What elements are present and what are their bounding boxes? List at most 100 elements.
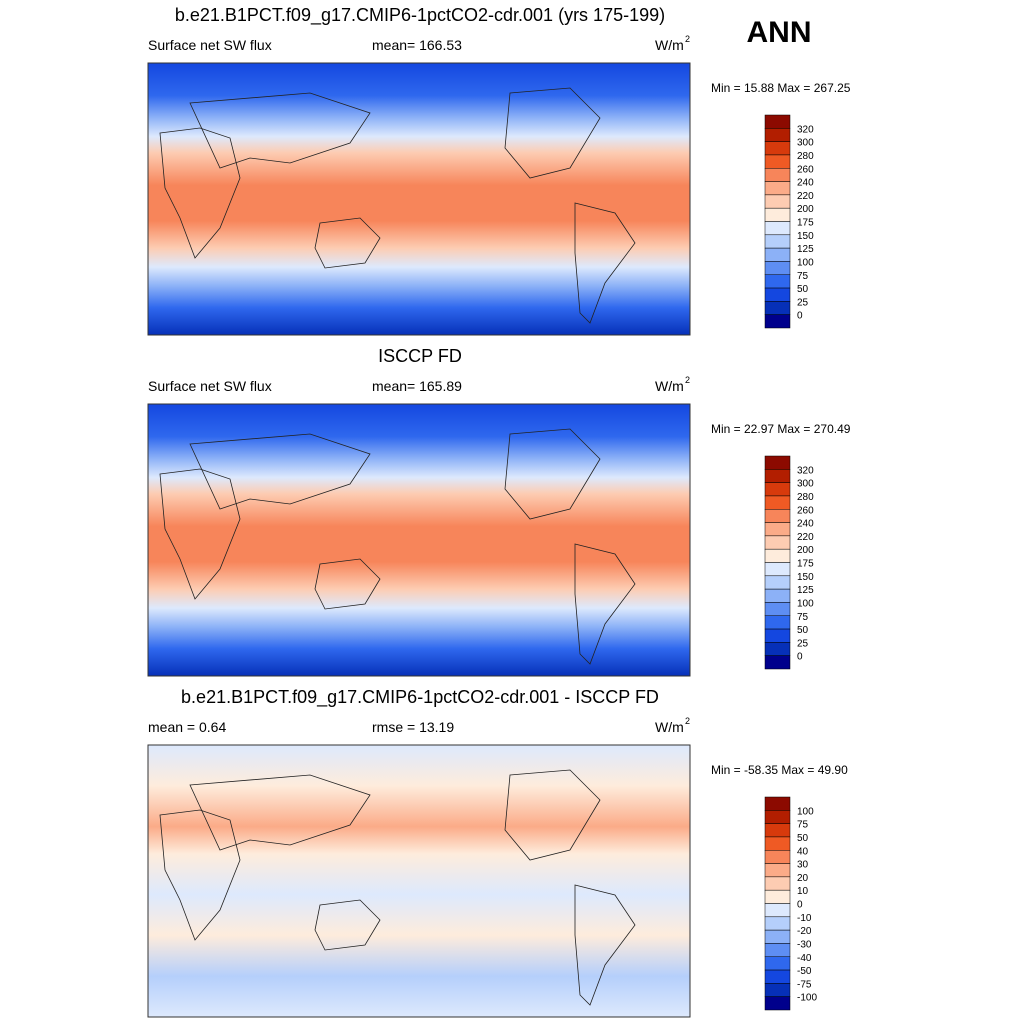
colorbar-swatch xyxy=(764,482,791,497)
coastline xyxy=(189,433,371,510)
colorbar-swatch xyxy=(764,168,791,182)
colorbar-swatch xyxy=(764,548,791,563)
colorbar-swatch xyxy=(764,916,791,931)
colorbar-label: 50 xyxy=(797,625,809,636)
colorbar-label: 125 xyxy=(797,585,814,596)
colorbar-swatch xyxy=(764,274,791,289)
colorbar-swatch xyxy=(764,181,791,196)
coastline xyxy=(159,468,241,600)
coastline xyxy=(189,92,371,169)
colorbar-label: 175 xyxy=(797,218,814,229)
colorbar-swatch xyxy=(764,495,791,510)
colorbar-label: -40 xyxy=(797,953,812,964)
panel-center-label: mean= 166.53 xyxy=(372,37,462,53)
colorbar-label: 280 xyxy=(797,151,814,162)
colorbar-swatch xyxy=(764,469,791,483)
colorbar-label: 200 xyxy=(797,204,814,215)
map-field xyxy=(147,403,691,677)
colorbar-label: 240 xyxy=(797,519,814,530)
colorbar-label: 40 xyxy=(797,846,809,857)
colorbar-swatch xyxy=(764,836,791,851)
colorbar-label: 25 xyxy=(797,638,809,649)
season-label: ANN xyxy=(747,16,812,49)
colorbar-label: 0 xyxy=(797,900,803,911)
colorbar-label: 0 xyxy=(797,652,803,663)
colorbar-label: 260 xyxy=(797,164,814,175)
colorbar-label: 50 xyxy=(797,833,809,844)
coastline xyxy=(574,202,636,324)
colorbar-swatch xyxy=(764,535,791,550)
coastline xyxy=(314,899,381,951)
colorbar-swatch xyxy=(764,996,791,1011)
colorbar-label: 300 xyxy=(797,138,814,149)
colorbar-swatch xyxy=(764,562,791,577)
colorbar-label: 150 xyxy=(797,231,814,242)
colorbar-swatch xyxy=(764,287,791,302)
colorbar-label: 300 xyxy=(797,479,814,490)
colorbar-label: 50 xyxy=(797,284,809,295)
colorbar-label: 175 xyxy=(797,559,814,570)
panel-left-label: Surface net SW flux xyxy=(148,37,272,53)
colorbar-label: 0 xyxy=(797,311,803,322)
units: W/m xyxy=(655,719,684,735)
colorbar-label: -75 xyxy=(797,979,812,990)
colorbar-label: 280 xyxy=(797,492,814,503)
colorbar-label: 320 xyxy=(797,124,814,135)
colorbar-label: 20 xyxy=(797,873,809,884)
colorbar-label: 75 xyxy=(797,612,809,623)
panel-title: b.e21.B1PCT.f09_g17.CMIP6-1pctCO2-cdr.00… xyxy=(181,687,659,708)
units-sup: 2 xyxy=(685,716,690,726)
colorbar-swatch xyxy=(764,207,791,222)
colorbar-swatch xyxy=(764,301,791,315)
colorbar-swatch xyxy=(764,796,791,811)
panel-center-label: mean= 165.89 xyxy=(372,378,462,394)
coastline xyxy=(189,774,371,851)
colorbar-label: 75 xyxy=(797,271,809,282)
colorbar-swatch xyxy=(764,194,791,209)
panel-left-label: Surface net SW flux xyxy=(148,378,272,394)
panel-center-label: rmse = 13.19 xyxy=(372,719,454,735)
colorbar-label: 240 xyxy=(797,178,814,189)
colorbar-swatch xyxy=(764,810,791,824)
colorbar-swatch xyxy=(764,655,791,670)
colorbar-swatch xyxy=(764,114,791,129)
colorbar-swatch xyxy=(764,575,791,590)
colorbar-swatch xyxy=(764,889,791,904)
colorbar-label: 150 xyxy=(797,572,814,583)
colorbar-label: 220 xyxy=(797,532,814,543)
colorbar-label: 260 xyxy=(797,505,814,516)
colorbar-label: 100 xyxy=(797,598,814,609)
coastline xyxy=(314,217,381,269)
colorbar-swatch xyxy=(764,455,791,470)
colorbar-label: 125 xyxy=(797,244,814,255)
colorbar-swatch xyxy=(764,628,791,643)
colorbar-label: 100 xyxy=(797,806,814,817)
colorbar-label: -100 xyxy=(797,993,817,1004)
colorbar-swatch xyxy=(764,602,791,616)
colorbar-swatch xyxy=(764,247,791,262)
colorbar-label: 10 xyxy=(797,886,809,897)
map-field xyxy=(147,744,691,1018)
coastline xyxy=(504,87,601,179)
colorbar-label: -20 xyxy=(797,926,812,937)
panel-title: b.e21.B1PCT.f09_g17.CMIP6-1pctCO2-cdr.00… xyxy=(175,5,665,26)
colorbar-swatch xyxy=(764,983,791,997)
units-sup: 2 xyxy=(685,34,690,44)
colorbar-swatch xyxy=(764,154,791,169)
colorbar-swatch xyxy=(764,615,791,630)
colorbar-label: 220 xyxy=(797,191,814,202)
colorbar-swatch xyxy=(764,943,791,957)
colorbar-label: 200 xyxy=(797,545,814,556)
colorbar-swatch xyxy=(764,588,791,603)
colorbar-label: 75 xyxy=(797,820,809,831)
coastline xyxy=(504,769,601,861)
colorbar-swatch xyxy=(764,522,791,537)
colorbar-swatch xyxy=(764,823,791,838)
colorbar-label: 320 xyxy=(797,465,814,476)
min-max: Min = 22.97 Max = 270.49 xyxy=(711,422,851,436)
coastline xyxy=(159,809,241,941)
coastline xyxy=(504,428,601,520)
colorbar-label: -30 xyxy=(797,939,812,950)
min-max: Min = 15.88 Max = 267.25 xyxy=(711,81,851,95)
